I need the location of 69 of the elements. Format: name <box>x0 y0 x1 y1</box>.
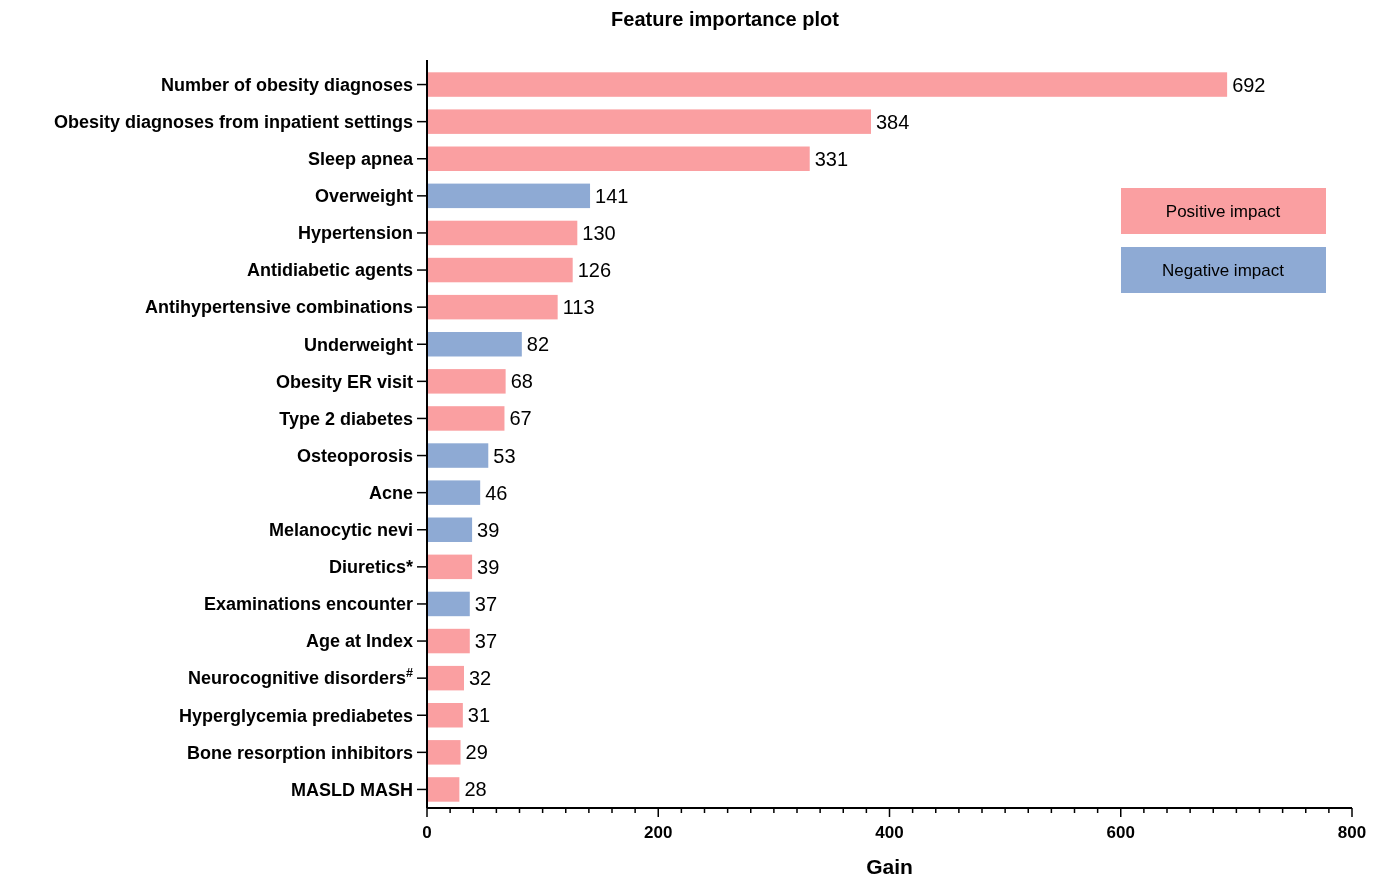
data-label: 692 <box>1232 73 1266 96</box>
bar <box>427 72 1228 97</box>
y-tick-label: Diuretics* <box>328 557 413 578</box>
bar <box>427 109 871 134</box>
data-label: 130 <box>582 221 616 244</box>
data-label: 32 <box>469 667 492 690</box>
y-tick-label: Acne <box>368 482 413 503</box>
y-tick-label: Underweight <box>303 334 413 355</box>
y-tick-label: Hypertension <box>297 223 413 244</box>
bar <box>427 591 470 617</box>
bar <box>427 480 481 505</box>
bar <box>427 740 461 765</box>
y-tick-label: Melanocytic nevi <box>268 520 413 541</box>
bar <box>427 703 463 728</box>
x-tick-label: 800 <box>1337 823 1367 842</box>
data-label: 331 <box>814 147 849 170</box>
x-tick-label: 600 <box>1106 823 1135 842</box>
y-tick-label: Neurocognitive disorders$^{#}$ <box>187 666 413 689</box>
y-tick-label: Antidiabetic agents <box>246 260 413 281</box>
bar <box>427 257 573 283</box>
y-tick-label: Bone resorption inhibitors <box>186 742 413 763</box>
bar <box>427 628 470 654</box>
y-tick-label: Overweight <box>314 186 413 207</box>
data-label: 68 <box>510 370 533 393</box>
data-label: 37 <box>474 592 498 615</box>
data-label: 28 <box>464 778 487 801</box>
data-label: 82 <box>526 333 550 356</box>
y-tick-label: MASLD MASH <box>291 779 413 800</box>
bar <box>427 443 489 468</box>
y-tick-label: Age at Index <box>305 631 413 652</box>
y-tick-label: Obesity diagnoses from inpatient settings <box>53 111 413 132</box>
data-label: 37 <box>474 630 498 653</box>
data-label: 113 <box>562 296 595 319</box>
bar <box>427 369 506 394</box>
bar <box>427 332 522 357</box>
x-axis-title: Gain <box>866 855 913 878</box>
y-tick-label: Obesity ER visit <box>275 371 413 392</box>
y-tick-label: Sleep apnea <box>307 149 414 170</box>
text: Negative impact <box>1162 260 1285 280</box>
y-tick-label: Type 2 diabetes <box>279 408 413 429</box>
bar <box>427 665 464 691</box>
data-label: 39 <box>477 555 500 578</box>
bar <box>427 777 460 802</box>
y-tick-label: Hyperglycemia prediabetes <box>178 705 413 726</box>
x-tick-label: 0 <box>422 823 432 842</box>
bar <box>427 517 473 542</box>
data-label: 39 <box>477 518 500 541</box>
bar <box>427 554 473 580</box>
bar <box>427 220 578 246</box>
y-tick-label: Examinations encounter <box>203 594 413 615</box>
y-tick-label: Osteoporosis <box>296 445 413 466</box>
x-tick-label: 200 <box>644 823 673 842</box>
chart-title: Feature importance plot <box>611 8 840 30</box>
data-label: 126 <box>577 259 612 282</box>
data-label: 29 <box>465 741 488 764</box>
text: Positive impact <box>1165 201 1281 221</box>
data-label: 141 <box>595 184 629 207</box>
y-tick-label: Antihypertensive combinations <box>144 297 413 318</box>
y-tick-label: Number of obesity diagnoses <box>160 74 413 95</box>
bar <box>427 146 810 171</box>
bar <box>427 183 591 209</box>
bar <box>427 406 505 431</box>
bar <box>427 294 558 320</box>
data-label: 46 <box>485 481 508 504</box>
data-label: 31 <box>467 704 491 727</box>
x-tick-label: 400 <box>875 823 904 842</box>
data-label: 67 <box>509 407 532 430</box>
data-label: 384 <box>876 110 910 133</box>
data-label: 53 <box>493 444 516 467</box>
